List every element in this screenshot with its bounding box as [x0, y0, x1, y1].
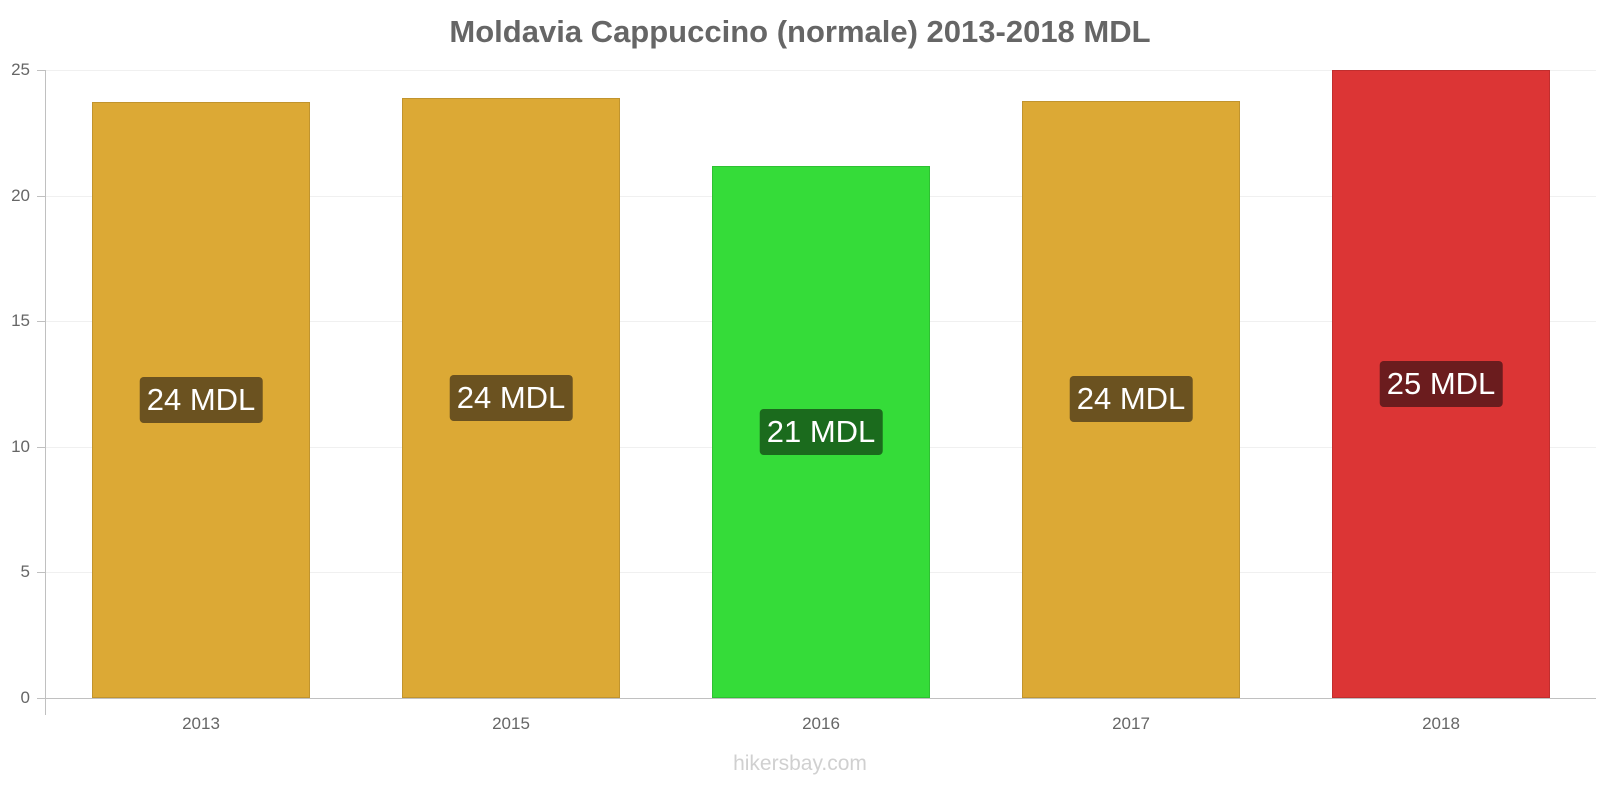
watermark: hikersbay.com	[733, 752, 867, 775]
y-tick-mark	[37, 446, 45, 448]
y-tick-label: 25	[11, 60, 30, 79]
bar-2018[interactable]: 25 MDL	[1332, 70, 1550, 698]
x-tick-label: 2017	[1112, 714, 1150, 733]
y-tick-label: 0	[20, 688, 30, 707]
y-tick-label: 10	[11, 436, 30, 456]
x-tick-label: 2018	[1422, 714, 1460, 733]
y-tick-mark	[37, 321, 45, 323]
y-tick-label: 5	[20, 562, 30, 582]
bar-value-label: 25 MDL	[1379, 361, 1503, 407]
x-axis-line	[37, 698, 1596, 699]
gridline	[46, 70, 1596, 71]
bar-value-label: 24 MDL	[1069, 376, 1193, 423]
bar-value-label: 24 MDL	[139, 376, 263, 423]
y-tick-label: 15	[11, 311, 30, 331]
bar-2016[interactable]: 21 MDL	[712, 165, 930, 698]
y-tick-mark	[37, 572, 45, 574]
bar-value-label: 24 MDL	[449, 374, 573, 421]
x-tick-label: 2015	[492, 714, 530, 733]
bar-2017[interactable]: 24 MDL	[1022, 100, 1240, 698]
x-tick-label: 2013	[182, 714, 220, 733]
y-axis-line	[45, 70, 46, 715]
y-tick-mark	[37, 195, 45, 197]
y-tick-mark	[37, 70, 45, 71]
y-tick-label: 20	[11, 185, 30, 205]
bar-2015[interactable]: 24 MDL	[402, 97, 620, 698]
bar-2013[interactable]: 24 MDL	[92, 101, 310, 698]
bar-value-label: 21 MDL	[759, 408, 883, 455]
chart-title: Moldavia Cappuccino (normale) 2013-2018 …	[449, 14, 1151, 49]
x-tick-label: 2016	[802, 714, 840, 733]
